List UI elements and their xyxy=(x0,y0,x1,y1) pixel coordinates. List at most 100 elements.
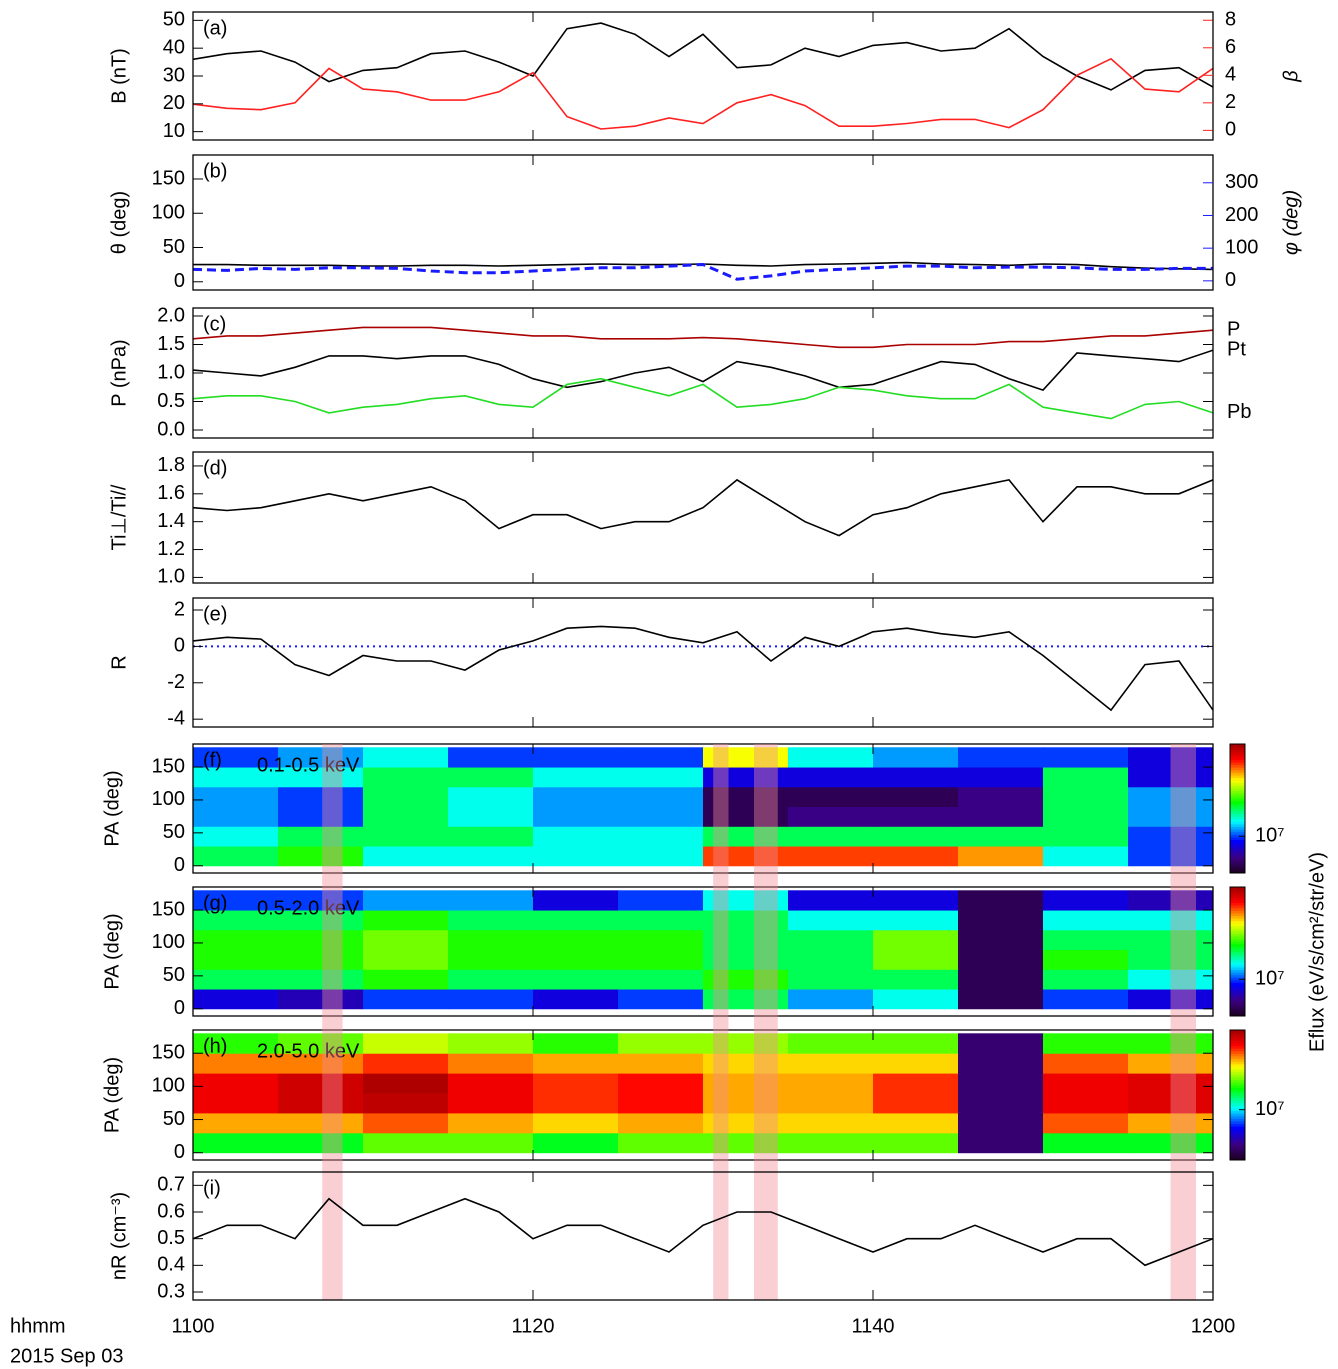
heatmap-cell xyxy=(1128,989,1213,1010)
heatmap-cell xyxy=(958,1073,1044,1094)
colorbar-slice xyxy=(1230,966,1245,971)
heatmap-cell xyxy=(1128,786,1213,808)
heatmap-cell xyxy=(363,1093,449,1114)
colorbar-slice xyxy=(1230,862,1245,866)
colorbar-slice xyxy=(1230,1144,1245,1148)
heatmap-cell xyxy=(618,929,704,951)
heatmap-cell xyxy=(703,1053,789,1074)
colorbar-slice xyxy=(1230,974,1245,978)
heatmap-cell xyxy=(788,1053,874,1074)
heatmap-cell xyxy=(533,969,619,990)
colorbar-slice xyxy=(1230,925,1245,929)
colorbar-slice xyxy=(1230,1074,1245,1078)
colorbar-slice xyxy=(1230,764,1245,768)
plot-frame xyxy=(192,154,1214,291)
date-label: 2015 Sep 03 xyxy=(10,1345,123,1367)
colorbar-slice xyxy=(1230,972,1245,976)
heatmap-cell xyxy=(1128,890,1213,911)
heatmap-cell xyxy=(193,969,279,990)
panel-label: (d) xyxy=(203,457,227,479)
colorbar-slice xyxy=(1230,865,1245,869)
colorbar-slice xyxy=(1230,836,1245,840)
heatmap-cell xyxy=(363,989,449,1010)
heatmap-cell xyxy=(873,747,959,768)
heatmap-cell xyxy=(788,846,874,867)
heatmap-cell xyxy=(278,1112,364,1134)
colorbar-slice xyxy=(1230,857,1245,861)
heatmap-cell xyxy=(1128,767,1213,788)
heatmap-cell xyxy=(1128,826,1213,847)
colorbar-tick-label: 10⁷ xyxy=(1255,968,1284,990)
y-axis-label: θ (deg) xyxy=(108,191,130,254)
x-tick-label: 1140 xyxy=(851,1315,894,1337)
series-line xyxy=(193,22,1213,91)
heatmap-cell xyxy=(448,949,534,970)
heatmap-cell xyxy=(448,1093,534,1114)
colorbar-slice xyxy=(1230,1139,1245,1143)
heatmap-cell xyxy=(1043,1132,1129,1154)
colorbar-slice xyxy=(1230,985,1245,989)
colorbar-slice xyxy=(1230,834,1245,838)
heatmap-cell xyxy=(958,1112,1044,1134)
colorbar-slice xyxy=(1230,1008,1245,1012)
colorbar-slice xyxy=(1230,805,1245,809)
y2-tick-label: 200 xyxy=(1225,204,1258,226)
heatmap-cell xyxy=(873,1073,959,1094)
colorbar-slice xyxy=(1230,1141,1245,1145)
colorbar-slice xyxy=(1230,889,1245,893)
colorbar-label: Eflux (eV/s/cm²/str/eV) xyxy=(1306,852,1328,1052)
y2-tick-label: 8 xyxy=(1225,9,1236,31)
colorbar-slice xyxy=(1230,1149,1245,1153)
colorbar-slice xyxy=(1230,1157,1245,1161)
heatmap-cell xyxy=(363,1132,449,1154)
colorbar-slice xyxy=(1230,826,1245,830)
heatmap-cell xyxy=(958,949,1044,970)
colorbar-slice xyxy=(1230,772,1245,776)
colorbar-slice xyxy=(1230,887,1245,891)
colorbar-slice xyxy=(1230,800,1245,804)
heatmap-cell xyxy=(1128,1073,1213,1094)
heatmap-cell xyxy=(533,1053,619,1074)
heatmap-cell xyxy=(703,989,789,1010)
heatmap-cell xyxy=(788,826,874,847)
heatmap-cell xyxy=(533,786,619,808)
heatmap-cell xyxy=(703,949,789,970)
legend-entry: Pt xyxy=(1227,338,1246,360)
heatmap-cell xyxy=(193,890,279,911)
heatmap-cell xyxy=(448,910,534,931)
y-axis-label: Ti⊥/Ti// xyxy=(108,484,130,550)
colorbar-slice xyxy=(1230,1079,1245,1083)
panel-label: (a) xyxy=(203,17,227,39)
heatmap-cell xyxy=(448,826,534,847)
colorbar-slice xyxy=(1230,1063,1245,1067)
heatmap-cell xyxy=(873,890,959,911)
heatmap-cell xyxy=(958,806,1044,827)
colorbar-slice xyxy=(1230,1000,1245,1004)
heatmap-cell xyxy=(278,929,364,951)
y-tick-label: 0.6 xyxy=(157,1200,185,1222)
y-tick-label: 2 xyxy=(174,598,185,620)
y-tick-label: 1.6 xyxy=(157,482,185,504)
heatmap-cell xyxy=(193,767,279,788)
colorbar-slice xyxy=(1230,839,1245,843)
colorbar-slice xyxy=(1230,744,1245,748)
heatmap-cell xyxy=(533,910,619,931)
colorbar-slice xyxy=(1230,1092,1245,1096)
colorbar-tick-label: 10⁷ xyxy=(1255,825,1284,847)
heatmap-cell xyxy=(278,747,364,768)
colorbar-slice xyxy=(1230,787,1245,791)
heatmap-cell xyxy=(703,786,789,808)
colorbar-slice xyxy=(1230,894,1245,898)
heatmap-cell xyxy=(618,806,704,827)
heatmap-cell xyxy=(533,806,619,827)
plot-frame xyxy=(192,1171,1214,1301)
heatmap-cell xyxy=(1043,1093,1129,1114)
heatmap-cell xyxy=(618,989,704,1010)
y-tick-label: 100 xyxy=(152,931,185,953)
y-axis-label: PA (deg) xyxy=(101,1057,123,1133)
heatmap-cell xyxy=(703,846,789,867)
heatmap-cell xyxy=(278,1073,364,1094)
y-tick-label: 150 xyxy=(152,755,185,777)
heatmap-cell xyxy=(533,846,619,867)
heatmap-cell xyxy=(958,890,1044,911)
